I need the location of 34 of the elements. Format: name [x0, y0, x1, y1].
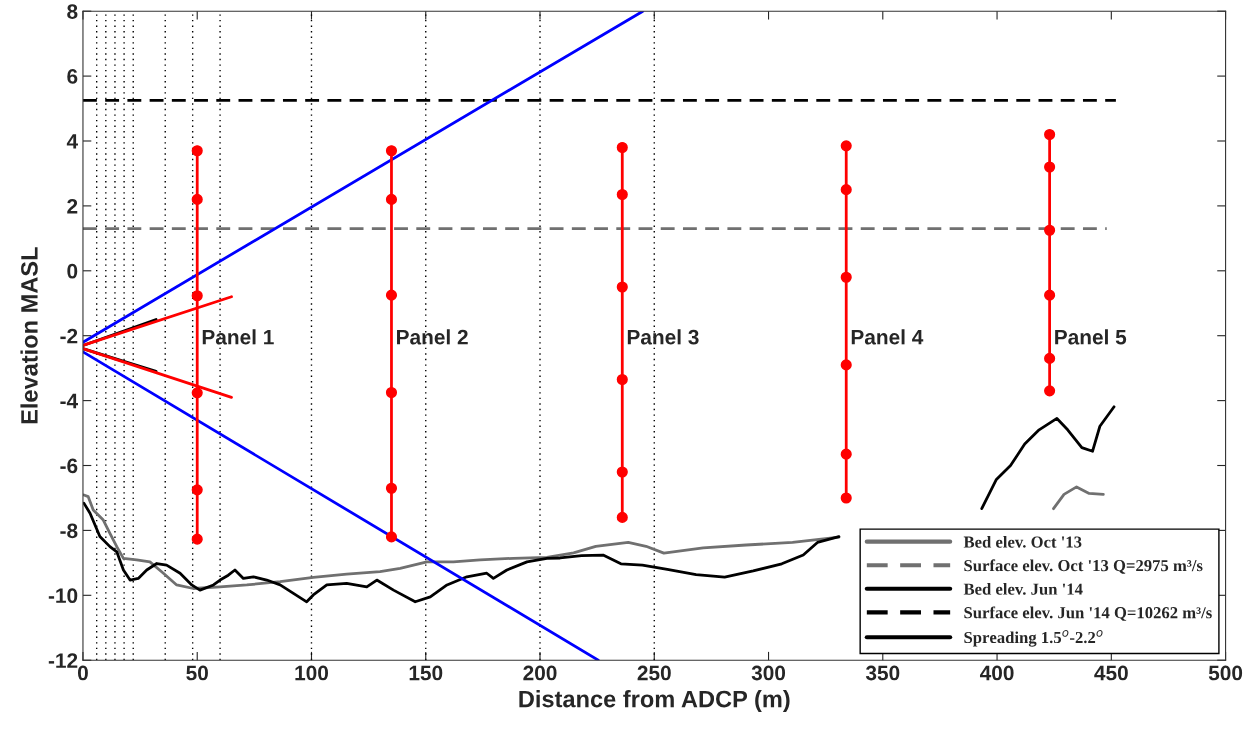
x-tick-label: 400 — [979, 665, 1014, 681]
y-axis-title: Elevation MASL — [20, 247, 38, 424]
x-axis-title: Distance from ADCP (m) — [519, 690, 790, 713]
annotation: Panel 5 — [1055, 329, 1127, 345]
y-tick-label: -8 — [60, 523, 78, 539]
annotation: Panel 4 — [851, 329, 924, 345]
y-tick-label: -4 — [60, 393, 78, 409]
legend-label: Bed elev. Jun '14 — [963, 583, 1083, 595]
x-tick-label: 250 — [637, 665, 671, 681]
y-tick-label: 4 — [66, 134, 78, 149]
x-tick-label: 150 — [409, 665, 443, 681]
y-tick-label: 6 — [67, 69, 78, 84]
x-tick-label: 350 — [865, 665, 900, 681]
x-tick-label: 50 — [186, 665, 208, 681]
y-tick-label: -6 — [60, 458, 78, 474]
x-tick-label: 200 — [523, 665, 557, 681]
legend-label: Surface elev. Oct '13 Q=2975 m³/s — [964, 559, 1203, 574]
annotation: Panel 3 — [627, 329, 699, 345]
x-tick-label: 300 — [751, 665, 786, 681]
legend-label: Spreading 1.5$^{o}$-2.2$^{o}$ — [964, 630, 1103, 647]
x-tick-label: 0 — [77, 665, 88, 681]
legend-label: Surface elev. Jun '14 Q=10262 m³/s — [964, 606, 1212, 621]
y-tick-label: -2 — [60, 328, 78, 344]
annotation: Panel 1 — [202, 329, 274, 345]
y-tick-label: 0 — [67, 263, 78, 279]
y-tick-label: -10 — [48, 588, 78, 604]
annotation: Panel 2 — [397, 329, 468, 345]
x-tick-label: 500 — [1208, 665, 1243, 681]
y-tick-label: -12 — [48, 653, 78, 668]
y-tick-label: 2 — [67, 198, 78, 214]
x-tick-label: 450 — [1094, 665, 1128, 681]
x-tick-label: 100 — [295, 665, 329, 681]
y-tick-label: 8 — [67, 4, 78, 19]
legend-label: Bed elev. Oct '13 — [963, 535, 1082, 548]
